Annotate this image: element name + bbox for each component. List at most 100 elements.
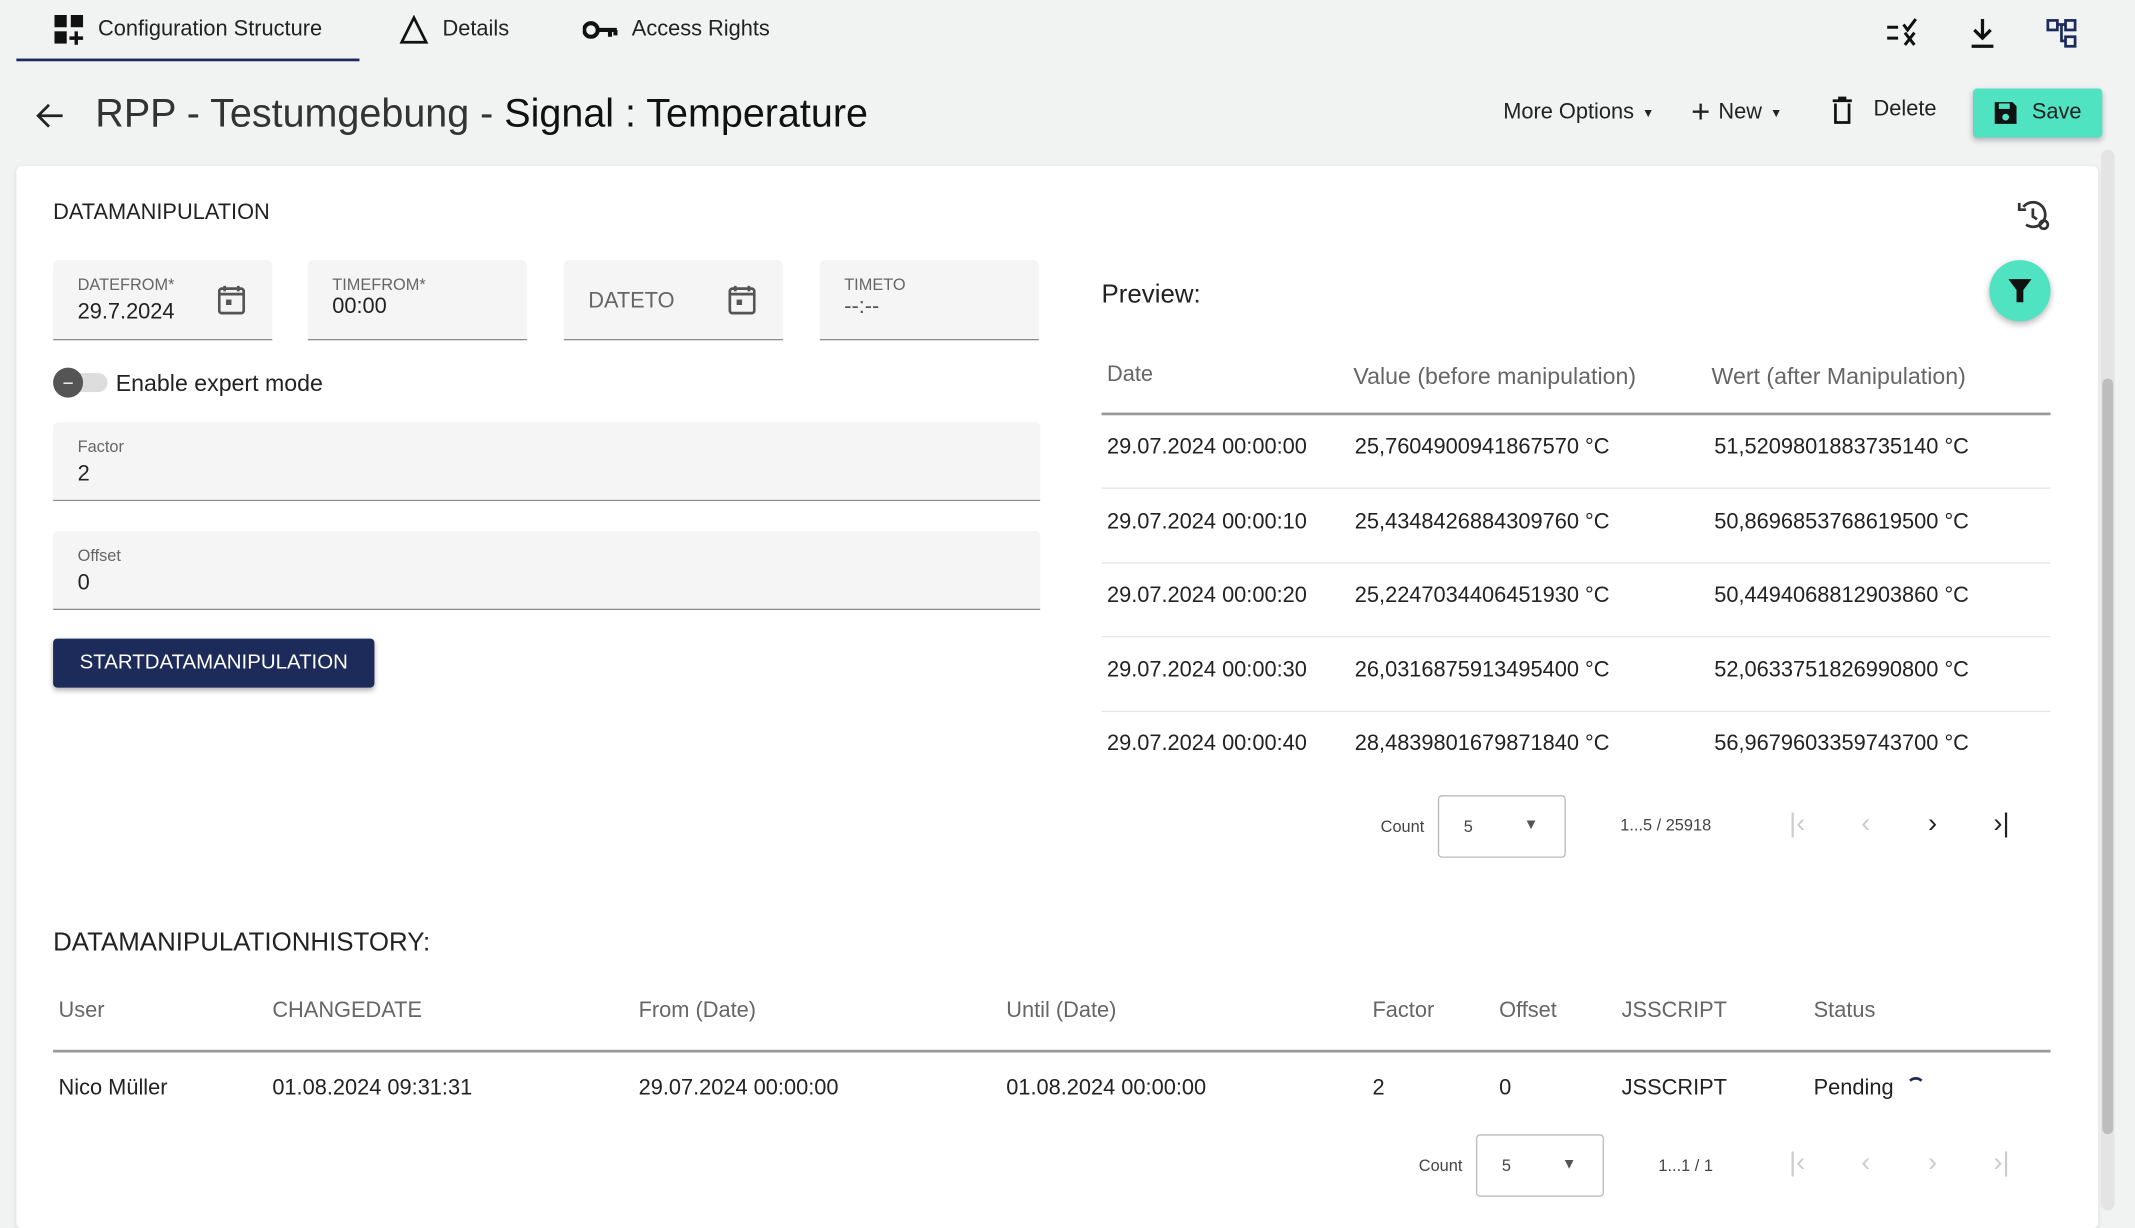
last-page-icon[interactable]: ›| (1993, 1147, 2010, 1178)
column-header-value-before[interactable]: Value (before manipulation) (1353, 363, 1637, 390)
timefrom-field[interactable]: TIMEFROM* 00:00 (307, 260, 527, 341)
expert-mode-label: Enable expert mode (115, 370, 323, 397)
title-main: Signal : Temperature (504, 92, 868, 137)
hierarchy-icon[interactable] (2045, 16, 2083, 49)
table-cell: Pending (1813, 1077, 1894, 1101)
page-range: 1...5 / 25918 (1620, 815, 1712, 835)
caret-down-icon: ▼ (1642, 106, 1655, 120)
column-header[interactable]: Until (Date) (1006, 999, 1117, 1023)
page-title: RPP - Testumgebung - Signal : Temperatur… (95, 93, 868, 138)
content-card: DATAMANIPULATION DATEFROM* 29.7.2024 TIM… (16, 166, 2099, 1228)
scrollbar-thumb[interactable] (2102, 378, 2114, 1135)
warning-triangle-icon (399, 14, 429, 44)
table-cell: 01.08.2024 09:31:31 (272, 1077, 473, 1101)
column-header-date[interactable]: Date (1106, 363, 1153, 387)
datefrom-label: DATEFROM* (77, 275, 175, 295)
save-button[interactable]: Save (1972, 88, 2103, 138)
column-header[interactable]: CHANGEDATE (272, 999, 423, 1023)
trash-icon (1832, 96, 1852, 124)
scrollbar-track[interactable] (2100, 149, 2115, 1211)
page-range: 1...1 / 1 (1658, 1155, 1713, 1176)
count-value: 5 (1463, 816, 1473, 837)
column-header[interactable]: Status (1813, 999, 1876, 1023)
table-cell: 29.07.2024 00:00:40 (1106, 732, 1307, 756)
table-cell: 01.08.2024 00:00:00 (1006, 1077, 1207, 1101)
offset-field[interactable]: Offset 0 (53, 531, 1041, 610)
filter-button[interactable] (1989, 260, 2051, 322)
calendar-icon[interactable] (217, 285, 246, 315)
tab-configuration-structure[interactable]: Configuration Structure (54, 11, 322, 49)
table-cell: 0 (1499, 1077, 1512, 1101)
first-page-icon[interactable]: |‹ (1789, 1147, 1806, 1178)
loading-spinner-icon (1906, 1077, 1926, 1096)
delete-button[interactable]: Delete (1830, 93, 1937, 128)
factor-value: 2 (77, 462, 90, 487)
offset-value: 0 (77, 571, 90, 596)
prev-page-icon[interactable]: ‹ (1861, 1147, 1871, 1178)
table-cell: 29.07.2024 00:00:00 (638, 1077, 839, 1101)
caret-down-icon: ▼ (1561, 1155, 1577, 1173)
column-header[interactable]: Offset (1499, 999, 1557, 1023)
count-value: 5 (1501, 1155, 1511, 1176)
table-cell: 29.07.2024 00:00:30 (1106, 658, 1307, 682)
factor-field[interactable]: Factor 2 (53, 422, 1041, 502)
key-icon (582, 21, 618, 39)
prev-page-icon[interactable]: ‹ (1861, 808, 1871, 839)
caret-down-icon: ▼ (1770, 106, 1783, 120)
tab-label: Access Rights (631, 17, 770, 41)
count-select[interactable]: 5 ▼ (1437, 795, 1566, 858)
table-cell: 29.07.2024 00:00:20 (1106, 584, 1307, 608)
dateto-field[interactable]: DATETO (563, 260, 783, 341)
calendar-icon[interactable] (728, 285, 756, 315)
column-header[interactable]: From (Date) (638, 999, 757, 1023)
dateto-placeholder: DATETO (588, 290, 675, 314)
timefrom-value: 00:00 (332, 295, 387, 319)
timefrom-label: TIMEFROM* (332, 275, 426, 295)
table-cell: 29.07.2024 00:00:00 (1106, 435, 1307, 459)
timeto-value: --:-- (844, 295, 880, 319)
new-label: New (1718, 100, 1762, 124)
timeto-field[interactable]: TIMETO --:-- (819, 260, 1039, 341)
history-settings-icon[interactable] (2015, 199, 2053, 234)
last-page-icon[interactable]: ›| (1993, 808, 2010, 839)
table-cell: 29.07.2024 00:00:10 (1106, 509, 1307, 534)
table-cell: 25,2247034406451930 °C (1354, 584, 1610, 608)
list-check-x-icon[interactable] (1884, 16, 1922, 49)
expert-mode-toggle[interactable]: − (53, 367, 110, 398)
row-divider (1101, 561, 2051, 564)
caret-down-icon: ▼ (1523, 816, 1539, 834)
title-prefix: RPP - Testumgebung - (95, 92, 505, 137)
floppy-disk-icon (1995, 102, 2017, 124)
minus-icon: − (53, 367, 84, 398)
new-button[interactable]: + New ▼ (1691, 93, 1783, 131)
more-options-button[interactable]: More Options ▼ (1503, 95, 1654, 130)
column-header[interactable]: User (58, 999, 105, 1023)
column-header-value-after[interactable]: Wert (after Manipulation) (1711, 363, 1966, 390)
section-title: DATAMANIPULATION (53, 201, 270, 225)
next-page-icon[interactable]: › (1928, 808, 1938, 839)
table-cell: 52,0633751826990800 °C (1714, 658, 1969, 682)
row-divider (1101, 487, 2051, 489)
start-datamanipulation-button[interactable]: STARTDATAMANIPULATION (53, 638, 375, 688)
save-label: Save (2031, 100, 2082, 124)
download-icon[interactable] (1963, 16, 2001, 49)
history-title: DATAMANIPULATIONHISTORY: (53, 928, 431, 958)
datefrom-value: 29.7.2024 (77, 300, 175, 325)
count-label: Count (1418, 1155, 1463, 1176)
column-header[interactable]: Factor (1372, 999, 1435, 1023)
plus-icon: + (1691, 93, 1711, 131)
offset-label: Offset (77, 546, 121, 566)
datefrom-field[interactable]: DATEFROM* 29.7.2024 (53, 260, 273, 341)
next-page-icon[interactable]: › (1928, 1147, 1938, 1178)
first-page-icon[interactable]: |‹ (1789, 808, 1806, 839)
table-cell: JSSCRIPT (1621, 1077, 1727, 1101)
tab-details[interactable]: Details (399, 11, 509, 49)
table-cell: 25,7604900941867570 °C (1354, 435, 1610, 459)
tab-access-rights[interactable]: Access Rights (582, 11, 770, 49)
back-arrow-icon[interactable] (35, 102, 65, 129)
table-cell: 28,4839801679871840 °C (1354, 732, 1610, 756)
table-cell: Nico Müller (58, 1077, 168, 1101)
row-divider (1101, 710, 2051, 712)
column-header[interactable]: JSSCRIPT (1621, 999, 1727, 1023)
history-count-select[interactable]: 5 ▼ (1475, 1134, 1604, 1197)
